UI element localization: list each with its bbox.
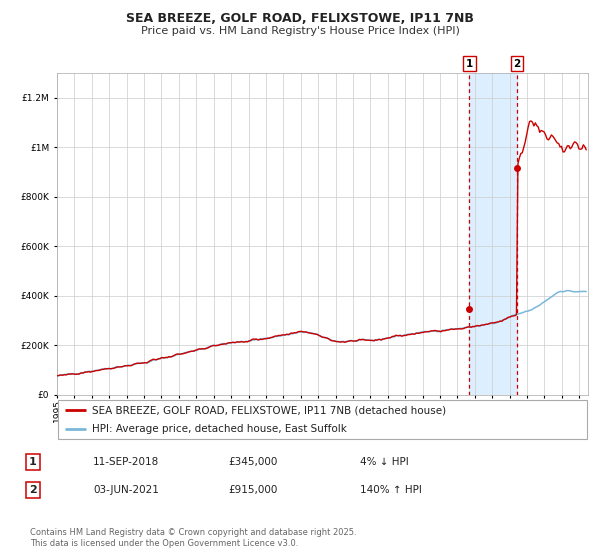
Text: Price paid vs. HM Land Registry's House Price Index (HPI): Price paid vs. HM Land Registry's House … <box>140 26 460 36</box>
Text: 2: 2 <box>514 59 521 69</box>
Text: 03-JUN-2021: 03-JUN-2021 <box>93 485 159 495</box>
Text: 11-SEP-2018: 11-SEP-2018 <box>93 457 159 467</box>
Text: SEA BREEZE, GOLF ROAD, FELIXSTOWE, IP11 7NB (detached house): SEA BREEZE, GOLF ROAD, FELIXSTOWE, IP11 … <box>92 405 446 415</box>
Text: 1: 1 <box>29 457 37 467</box>
Text: HPI: Average price, detached house, East Suffolk: HPI: Average price, detached house, East… <box>92 424 346 433</box>
Text: 2: 2 <box>29 485 37 495</box>
Text: SEA BREEZE, GOLF ROAD, FELIXSTOWE, IP11 7NB: SEA BREEZE, GOLF ROAD, FELIXSTOWE, IP11 … <box>126 12 474 25</box>
Text: 140% ↑ HPI: 140% ↑ HPI <box>360 485 422 495</box>
FancyBboxPatch shape <box>58 400 587 439</box>
Text: £915,000: £915,000 <box>228 485 277 495</box>
Bar <box>469 73 517 395</box>
Text: £345,000: £345,000 <box>228 457 277 467</box>
Text: 4% ↓ HPI: 4% ↓ HPI <box>360 457 409 467</box>
Text: Contains HM Land Registry data © Crown copyright and database right 2025.
This d: Contains HM Land Registry data © Crown c… <box>30 528 356 548</box>
Text: 1: 1 <box>466 59 473 69</box>
